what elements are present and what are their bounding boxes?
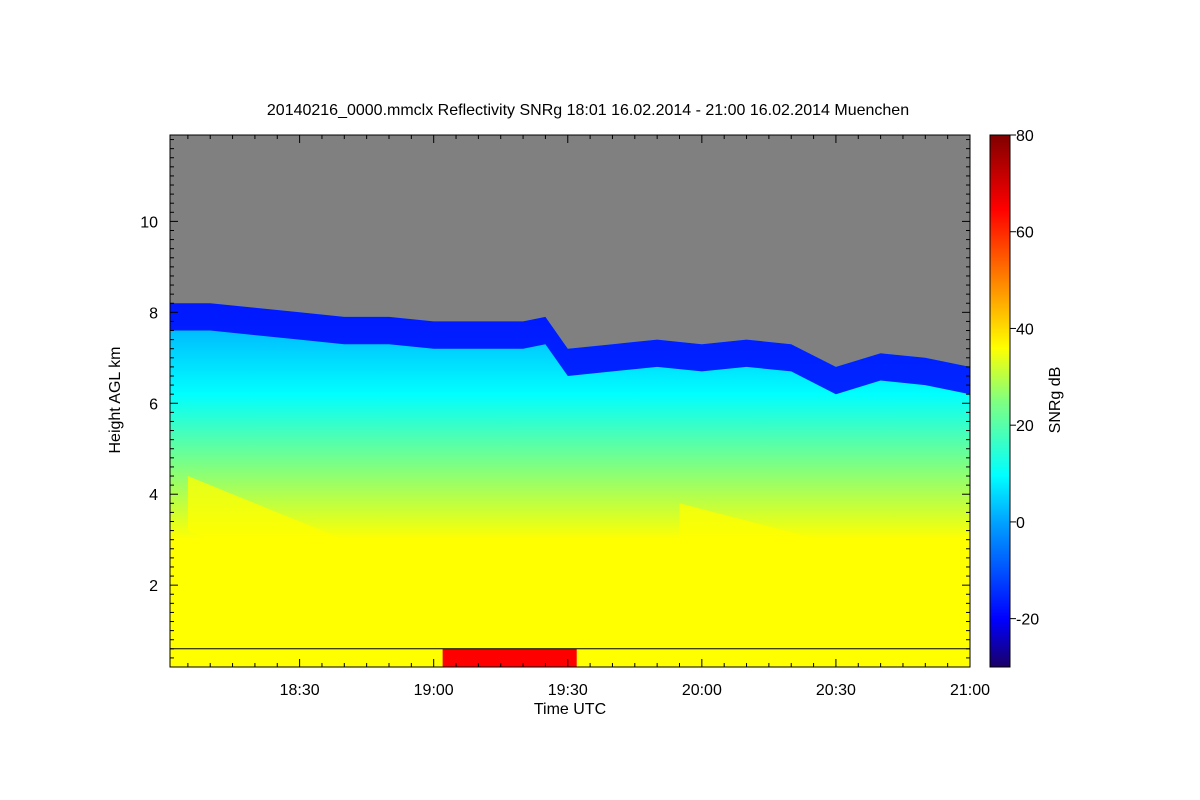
plot-area — [170, 135, 970, 667]
y-tick-label: 10 — [140, 214, 158, 231]
fall-streak-1 — [187, 476, 479, 649]
y-tick-label: 2 — [149, 578, 158, 595]
y-axis-label: Height AGL km — [107, 346, 124, 453]
colorbar-tick-label: 80 — [1016, 128, 1034, 145]
y-tick-label: 6 — [149, 396, 158, 413]
x-axis: 18:30 19:00 19:30 20:00 20:30 21:00 — [187, 135, 990, 699]
x-tick-label: 20:30 — [816, 682, 856, 699]
fall-streak-2 — [523, 548, 769, 667]
x-tick-label: 18:30 — [280, 682, 320, 699]
y-tick-label: 8 — [149, 305, 158, 322]
fall-streak-3 — [679, 503, 926, 622]
colorbar-label: SNRg dB — [1047, 367, 1064, 434]
colorbar-tick-label: -20 — [1016, 612, 1039, 629]
x-axis-label: Time UTC — [534, 701, 606, 718]
colorbar-scale — [989, 134, 1011, 668]
x-tick-label: 20:00 — [682, 682, 722, 699]
chart-title: 20140216_0000.mmclx Reflectivity SNRg 18… — [267, 102, 909, 119]
colorbar-tick-label: 40 — [1016, 321, 1034, 338]
upper-fringe-band — [170, 303, 970, 395]
y-tick-label: 4 — [149, 487, 158, 504]
x-tick-label: 21:00 — [950, 682, 990, 699]
x-tick-label: 19:30 — [548, 682, 588, 699]
colorbar-tick-label: 0 — [1016, 515, 1025, 532]
colorbar: -20 0 20 40 60 80 SNRg dB — [989, 128, 1064, 668]
colorbar-ticks: -20 0 20 40 60 80 — [1010, 128, 1039, 629]
plot-frame — [169, 134, 971, 668]
y-axis: 2 4 6 8 10 — [140, 139, 970, 659]
surface-rain-band — [442, 648, 577, 667]
x-tick-label: 19:00 — [414, 682, 454, 699]
colorbar-tick-label: 60 — [1016, 225, 1034, 242]
colorbar-tick-label: 20 — [1016, 418, 1034, 435]
